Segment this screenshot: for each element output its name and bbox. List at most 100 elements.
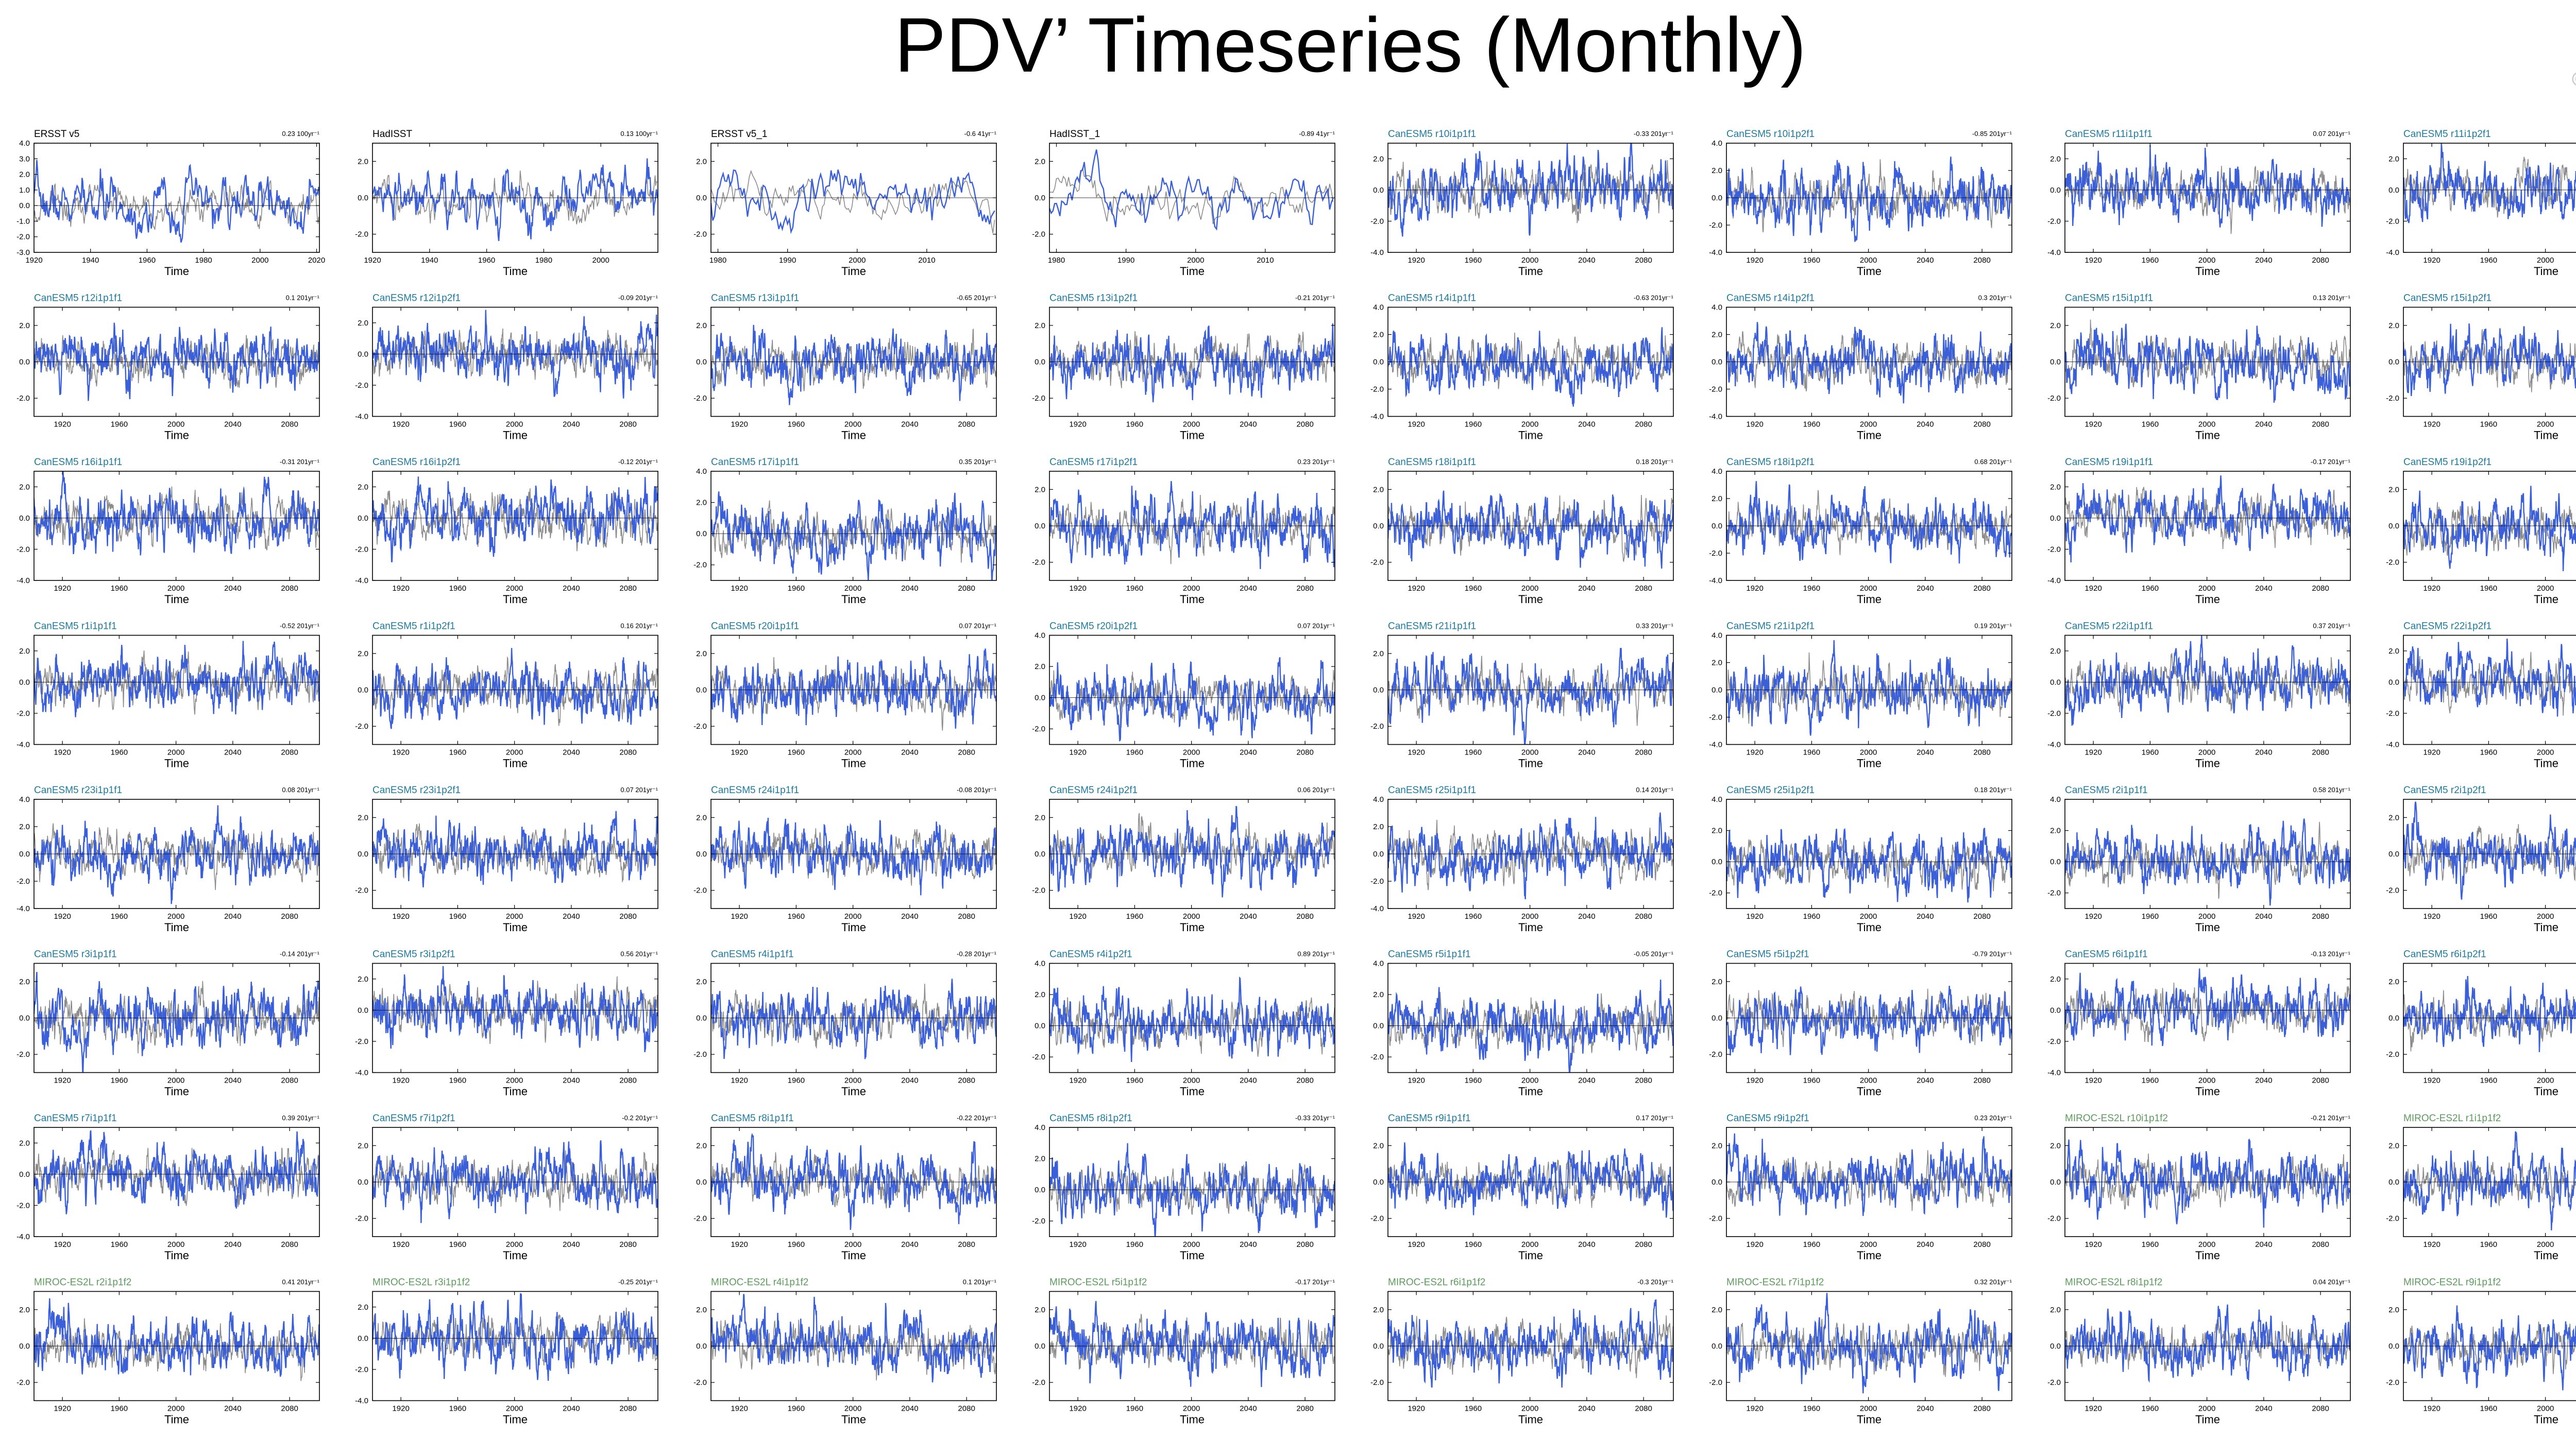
y-tick-label: 0.0 bbox=[358, 194, 368, 202]
x-tick-label: 1920 bbox=[1746, 256, 1763, 265]
x-tick-label: 1960 bbox=[1126, 1240, 1143, 1249]
y-tick-label: 0.0 bbox=[1035, 358, 1045, 367]
x-tick-label: 2080 bbox=[1635, 256, 1652, 265]
panel: HadISST_1 -0.89 41yr⁻¹ -2.0 0.0 2.0 1980 1990 2… bbox=[1032, 129, 1335, 278]
y-tick-label: 0.0 bbox=[1373, 1342, 1384, 1351]
x-tick-label: 1920 bbox=[364, 256, 381, 265]
panel-label: CanESM5 r19i1p2f1 bbox=[2403, 457, 2492, 468]
trend-text: 0.18 201yr⁻¹ bbox=[1974, 786, 2012, 794]
x-axis-label: Time bbox=[1857, 593, 1882, 606]
plot-frame bbox=[1049, 1127, 1335, 1237]
x-axis-label: Time bbox=[2534, 1413, 2558, 1426]
panel-label: CanESM5 r5i1p1f1 bbox=[1388, 949, 1471, 960]
x-tick-label: 1920 bbox=[1746, 1076, 1763, 1085]
x-tick-label: 2000 bbox=[2537, 748, 2554, 757]
x-tick-label: 1960 bbox=[1126, 1404, 1143, 1413]
x-tick-label: 1990 bbox=[1117, 256, 1134, 265]
series-line bbox=[1726, 322, 2012, 404]
x-tick-label: 1960 bbox=[1803, 912, 1820, 921]
trend-text: -0.17 201yr⁻¹ bbox=[2311, 458, 2351, 466]
x-tick-label: 1960 bbox=[2142, 584, 2159, 593]
y-tick-label: 0.0 bbox=[1711, 194, 1722, 202]
y-tick-label: 0.0 bbox=[1373, 1022, 1384, 1031]
y-tick-label: -2.0 bbox=[1709, 713, 1722, 722]
series-line bbox=[1726, 157, 2012, 242]
y-tick-label: 2.0 bbox=[358, 319, 368, 328]
x-tick-label: 2080 bbox=[958, 912, 975, 921]
ensemble-series-line bbox=[1388, 819, 1673, 890]
x-tick-label: 1920 bbox=[392, 584, 409, 593]
y-tick-label: 0.0 bbox=[19, 201, 30, 210]
y-tick-label: -2.0 bbox=[1370, 1214, 1384, 1223]
x-tick-label: 2040 bbox=[901, 748, 918, 757]
x-tick-label: 2080 bbox=[619, 1240, 636, 1249]
y-tick-label: 4.0 bbox=[1035, 631, 1045, 640]
panel-label: CanESM5 r24i1p2f1 bbox=[1049, 785, 1138, 796]
series-line bbox=[2403, 143, 2576, 224]
panel: CanESM5 r4i1p2f1 0.89 201yr⁻¹ -2.0 0.0 2.0 4.… bbox=[1032, 949, 1335, 1098]
x-tick-label: 1960 bbox=[478, 256, 495, 265]
x-tick-label: 1920 bbox=[2084, 584, 2102, 593]
x-axis-label: Time bbox=[164, 593, 189, 606]
panel-label: MIROC-ES2L r1i1p1f2 bbox=[2403, 1113, 2501, 1124]
y-tick-label: 2.0 bbox=[1711, 331, 1722, 339]
y-tick-label: 2.0 bbox=[358, 483, 368, 491]
plot-frame bbox=[1387, 963, 1674, 1073]
x-tick-label: 1920 bbox=[2084, 748, 2102, 757]
x-tick-label: 2080 bbox=[958, 1240, 975, 1249]
y-tick-label: -2.0 bbox=[693, 230, 707, 239]
y-tick-label: -2.0 bbox=[1370, 217, 1384, 226]
series-line bbox=[372, 1140, 658, 1223]
x-tick-label: 2080 bbox=[1296, 912, 1313, 921]
x-tick-label: 2040 bbox=[1578, 912, 1595, 921]
panel-label: MIROC-ES2L r2i1p1f2 bbox=[34, 1277, 131, 1288]
x-tick-label: 2040 bbox=[2255, 1076, 2272, 1085]
x-tick-label: 1920 bbox=[1069, 1076, 1086, 1085]
x-tick-label: 2080 bbox=[2312, 584, 2329, 593]
panel: CanESM5 r19i1p1f1 -0.17 201yr⁻¹ -4.0 -2.0 0.… bbox=[2047, 457, 2351, 606]
y-tick-label: -2.0 bbox=[1709, 1214, 1722, 1223]
x-axis-label: Time bbox=[1518, 593, 1543, 606]
x-tick-label: 1960 bbox=[449, 912, 466, 921]
panel-label: CanESM5 r21i1p2f1 bbox=[1726, 621, 1815, 632]
panel-label: CanESM5 r25i1p2f1 bbox=[1726, 785, 1815, 796]
x-tick-label: 1960 bbox=[111, 584, 128, 593]
x-tick-label: 2000 bbox=[1860, 912, 1877, 921]
x-tick-label: 2040 bbox=[1917, 912, 1934, 921]
panel: MIROC-ES2L r5i1p1f2 -0.17 201yr⁻¹ -2.0 0.0 2… bbox=[1032, 1277, 1335, 1426]
x-tick-label: 1920 bbox=[1069, 1240, 1086, 1249]
y-tick-label: -2.0 bbox=[693, 1214, 707, 1223]
y-tick-label: 0.0 bbox=[2388, 358, 2399, 367]
x-tick-label: 1960 bbox=[1465, 912, 1482, 921]
y-tick-label: -2.0 bbox=[2386, 1378, 2399, 1387]
plot-frame bbox=[1049, 963, 1335, 1073]
x-tick-label: 2000 bbox=[844, 584, 861, 593]
x-tick-label: 2040 bbox=[1917, 584, 1934, 593]
plot-frame bbox=[2064, 471, 2351, 581]
y-tick-label: 0.0 bbox=[1035, 194, 1045, 202]
x-tick-label: 2000 bbox=[1521, 1240, 1538, 1249]
trend-text: 0.41 201yr⁻¹ bbox=[282, 1278, 319, 1286]
panel-label: CanESM5 r24i1p1f1 bbox=[711, 785, 799, 796]
y-tick-label: 4.0 bbox=[19, 795, 30, 804]
series-line bbox=[372, 1293, 658, 1381]
panel-label: CanESM5 r22i1p2f1 bbox=[2403, 621, 2492, 632]
x-tick-label: 1980 bbox=[709, 256, 726, 265]
y-tick-label: 2.0 bbox=[2388, 1306, 2399, 1314]
panel: ERSST v5_1 -0.6 41yr⁻¹ -2.0 0.0 2.0 1980 1990 2… bbox=[693, 129, 997, 278]
page-title: PDV’ Timeseries (Monthly) bbox=[894, 2, 1806, 88]
panel-label: CanESM5 r18i1p1f1 bbox=[1388, 457, 1476, 468]
trend-text: 0.04 201yr⁻¹ bbox=[2313, 1278, 2350, 1286]
x-tick-label: 2040 bbox=[901, 1240, 918, 1249]
series-line bbox=[34, 805, 319, 904]
panel: CanESM5 r24i1p2f1 0.06 201yr⁻¹ -2.0 0.0 2.0 1… bbox=[1032, 785, 1335, 934]
series-line bbox=[1388, 327, 1673, 407]
x-tick-label: 2000 bbox=[2537, 1076, 2554, 1085]
x-axis-label: Time bbox=[1518, 921, 1543, 934]
trend-text: 0.3 201yr⁻¹ bbox=[1978, 294, 2012, 302]
series-line bbox=[1049, 149, 1334, 231]
y-tick-label: 0.0 bbox=[2050, 678, 2061, 687]
x-tick-label: 2080 bbox=[958, 584, 975, 593]
panel-label: CanESM5 r21i1p1f1 bbox=[1388, 621, 1476, 632]
panel-label: CanESM5 r2i1p1f1 bbox=[2065, 785, 2148, 796]
